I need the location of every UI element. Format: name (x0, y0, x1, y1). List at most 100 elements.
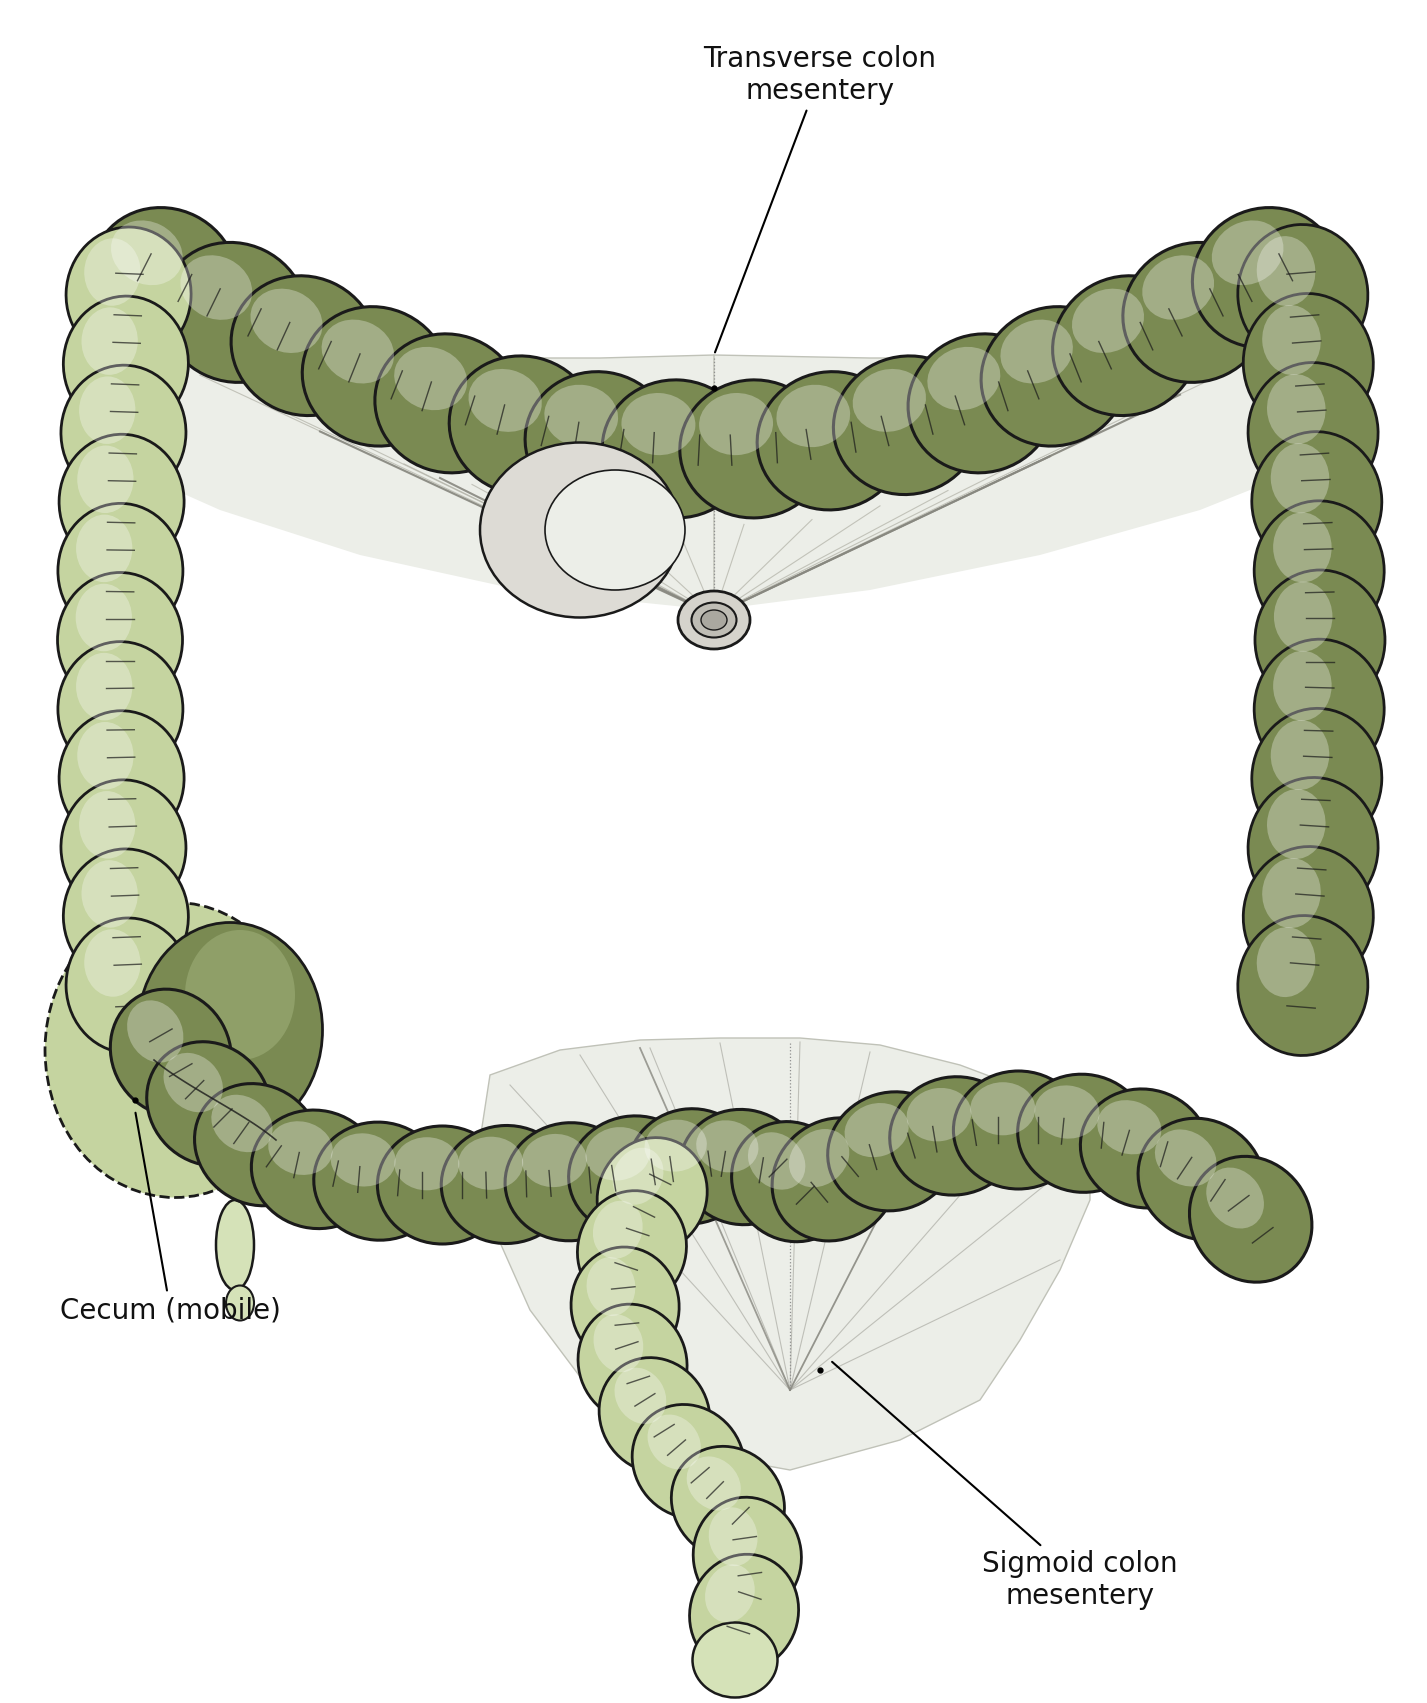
Text: Sigmoid colon
mesentery: Sigmoid colon mesentery (832, 1362, 1177, 1611)
Ellipse shape (1237, 916, 1368, 1056)
Ellipse shape (578, 1190, 686, 1308)
Ellipse shape (1267, 375, 1326, 444)
Ellipse shape (377, 1126, 508, 1243)
Ellipse shape (789, 1129, 849, 1187)
Ellipse shape (1263, 305, 1321, 375)
Text: Transverse colon
mesentery: Transverse colon mesentery (704, 44, 936, 353)
Ellipse shape (1254, 571, 1386, 710)
Ellipse shape (375, 334, 522, 473)
Ellipse shape (77, 446, 134, 513)
Ellipse shape (701, 610, 726, 630)
Ellipse shape (76, 514, 133, 582)
Ellipse shape (84, 238, 140, 307)
Ellipse shape (78, 792, 136, 858)
Ellipse shape (1237, 225, 1368, 364)
Ellipse shape (1249, 363, 1378, 502)
Ellipse shape (1035, 1085, 1099, 1139)
Ellipse shape (1251, 708, 1381, 848)
Ellipse shape (1017, 1075, 1147, 1192)
Ellipse shape (1254, 501, 1384, 640)
Ellipse shape (758, 371, 905, 509)
Ellipse shape (147, 1042, 271, 1167)
Ellipse shape (833, 356, 980, 494)
Ellipse shape (1273, 651, 1331, 720)
Ellipse shape (127, 1000, 184, 1063)
Ellipse shape (215, 1201, 254, 1289)
Ellipse shape (303, 307, 450, 446)
Ellipse shape (77, 722, 134, 790)
Ellipse shape (59, 642, 183, 777)
Ellipse shape (76, 584, 131, 651)
Ellipse shape (982, 307, 1127, 446)
Ellipse shape (450, 356, 596, 494)
Ellipse shape (1257, 926, 1316, 996)
Ellipse shape (612, 1148, 664, 1204)
Ellipse shape (111, 220, 183, 284)
Ellipse shape (194, 1083, 321, 1206)
Ellipse shape (225, 1286, 254, 1320)
Ellipse shape (853, 370, 926, 433)
Ellipse shape (81, 860, 138, 928)
Ellipse shape (953, 1071, 1083, 1189)
Polygon shape (479, 1039, 1090, 1470)
Ellipse shape (468, 370, 542, 433)
Ellipse shape (1123, 242, 1269, 383)
Text: Cecum (mobile): Cecum (mobile) (60, 1112, 281, 1323)
Ellipse shape (544, 385, 618, 448)
Ellipse shape (1243, 846, 1373, 986)
Ellipse shape (1053, 276, 1199, 416)
Ellipse shape (828, 1092, 956, 1211)
Ellipse shape (394, 1138, 459, 1190)
Ellipse shape (632, 1405, 745, 1519)
Ellipse shape (748, 1132, 805, 1190)
Ellipse shape (889, 1076, 1019, 1196)
Ellipse shape (705, 1565, 755, 1623)
Ellipse shape (84, 930, 140, 996)
Ellipse shape (679, 1109, 805, 1224)
Ellipse shape (686, 1456, 741, 1511)
Ellipse shape (251, 1110, 381, 1228)
Ellipse shape (314, 1122, 444, 1240)
Ellipse shape (76, 652, 133, 720)
Ellipse shape (1270, 720, 1330, 790)
Ellipse shape (522, 1134, 586, 1187)
Ellipse shape (776, 385, 850, 448)
Ellipse shape (525, 371, 674, 509)
Ellipse shape (615, 1368, 666, 1424)
Ellipse shape (63, 848, 188, 984)
Ellipse shape (1000, 320, 1073, 383)
Ellipse shape (180, 255, 253, 320)
Ellipse shape (211, 1095, 273, 1153)
Ellipse shape (66, 226, 191, 363)
Ellipse shape (845, 1104, 909, 1156)
Ellipse shape (59, 434, 184, 569)
Ellipse shape (186, 930, 295, 1059)
Ellipse shape (268, 1121, 332, 1175)
Ellipse shape (694, 1497, 802, 1614)
Ellipse shape (61, 780, 186, 915)
Ellipse shape (1267, 788, 1326, 858)
Ellipse shape (906, 1088, 972, 1141)
Ellipse shape (1254, 639, 1384, 780)
Ellipse shape (568, 1115, 698, 1235)
Ellipse shape (46, 903, 305, 1197)
Ellipse shape (1251, 431, 1381, 572)
Ellipse shape (441, 1126, 571, 1243)
Ellipse shape (61, 364, 186, 501)
Ellipse shape (1257, 237, 1316, 307)
Ellipse shape (251, 290, 323, 353)
Ellipse shape (578, 1304, 686, 1422)
Ellipse shape (1243, 293, 1373, 434)
Ellipse shape (594, 1315, 644, 1373)
Polygon shape (714, 341, 1300, 610)
Ellipse shape (458, 1136, 524, 1190)
Polygon shape (130, 341, 714, 610)
Ellipse shape (592, 1201, 642, 1259)
Ellipse shape (602, 380, 751, 518)
Ellipse shape (59, 504, 183, 639)
Ellipse shape (692, 603, 736, 637)
Ellipse shape (596, 1138, 708, 1253)
Ellipse shape (1080, 1088, 1210, 1207)
Ellipse shape (772, 1117, 898, 1241)
Ellipse shape (110, 989, 231, 1115)
